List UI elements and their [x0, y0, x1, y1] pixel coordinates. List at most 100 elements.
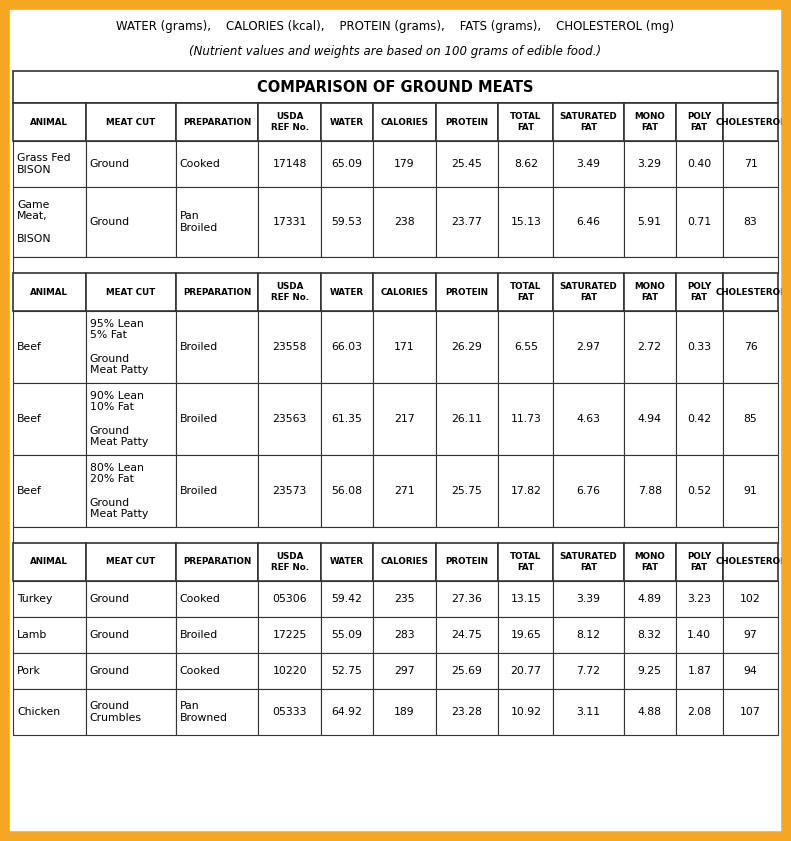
Bar [321, 543, 373, 581]
Text: 107: 107 [740, 707, 761, 717]
Bar [436, 187, 498, 257]
Bar [85, 383, 176, 455]
Text: Chicken: Chicken [17, 707, 60, 717]
Bar [373, 187, 436, 257]
Text: 217: 217 [394, 414, 414, 424]
Bar [321, 653, 373, 689]
Bar [723, 653, 778, 689]
Text: 23573: 23573 [272, 486, 307, 496]
Bar [13, 653, 85, 689]
Bar [373, 383, 436, 455]
Bar [623, 383, 676, 455]
Bar [176, 581, 259, 617]
Bar [723, 581, 778, 617]
Text: SATURATED
FAT: SATURATED FAT [559, 113, 617, 132]
Text: 1.87: 1.87 [687, 666, 711, 676]
Text: Ground: Ground [89, 630, 130, 640]
Text: 25.75: 25.75 [452, 486, 483, 496]
Bar [13, 527, 778, 543]
Bar [85, 543, 176, 581]
Bar [723, 383, 778, 455]
Text: Turkey: Turkey [17, 594, 52, 604]
Text: 3.23: 3.23 [687, 594, 711, 604]
Bar [498, 543, 554, 581]
Text: 59.42: 59.42 [331, 594, 362, 604]
Bar [623, 455, 676, 527]
Bar [259, 617, 321, 653]
Bar [259, 141, 321, 187]
Text: 23563: 23563 [272, 414, 307, 424]
Text: CHOLESTEROL: CHOLESTEROL [715, 558, 785, 567]
Bar [723, 273, 778, 311]
Bar [13, 689, 85, 735]
Text: 23558: 23558 [272, 342, 307, 352]
Text: 8.62: 8.62 [514, 159, 538, 169]
Text: 6.55: 6.55 [514, 342, 538, 352]
Bar [676, 383, 723, 455]
Text: ANIMAL: ANIMAL [30, 558, 68, 567]
Text: PREPARATION: PREPARATION [183, 288, 252, 297]
Bar [723, 617, 778, 653]
Text: 26.11: 26.11 [452, 414, 483, 424]
Text: 85: 85 [744, 414, 757, 424]
Text: 8.32: 8.32 [638, 630, 661, 640]
Bar [13, 273, 85, 311]
Bar [176, 103, 259, 141]
Text: WATER: WATER [330, 118, 364, 126]
Text: Lamb: Lamb [17, 630, 47, 640]
Bar [321, 187, 373, 257]
Text: 15.13: 15.13 [510, 217, 541, 227]
Text: 24.75: 24.75 [452, 630, 483, 640]
Bar [321, 383, 373, 455]
Bar [723, 141, 778, 187]
Bar [676, 273, 723, 311]
Bar [13, 311, 85, 383]
Text: ANIMAL: ANIMAL [30, 288, 68, 297]
Bar [259, 543, 321, 581]
Text: POLY
FAT: POLY FAT [687, 113, 711, 132]
Bar [498, 103, 554, 141]
Bar [13, 455, 85, 527]
Bar [554, 543, 623, 581]
Bar [554, 383, 623, 455]
Bar [321, 273, 373, 311]
Text: Ground: Ground [89, 594, 130, 604]
Text: WATER: WATER [330, 558, 364, 567]
Bar [13, 581, 85, 617]
Bar [723, 187, 778, 257]
Text: (Nutrient values and weights are based on 100 grams of edible food.): (Nutrient values and weights are based o… [189, 45, 601, 57]
Bar [554, 311, 623, 383]
Bar [321, 141, 373, 187]
Text: 4.89: 4.89 [638, 594, 661, 604]
Text: 80% Lean
20% Fat

Ground
Meat Patty: 80% Lean 20% Fat Ground Meat Patty [89, 463, 148, 519]
Text: 0.52: 0.52 [687, 486, 711, 496]
Text: 2.08: 2.08 [687, 707, 711, 717]
Text: USDA
REF No.: USDA REF No. [271, 113, 308, 132]
Text: 235: 235 [394, 594, 414, 604]
Bar [498, 617, 554, 653]
Bar [13, 543, 85, 581]
Bar [554, 455, 623, 527]
Text: 95% Lean
5% Fat

Ground
Meat Patty: 95% Lean 5% Fat Ground Meat Patty [89, 319, 148, 375]
Text: Cooked: Cooked [180, 666, 221, 676]
Bar [373, 273, 436, 311]
Text: MEAT CUT: MEAT CUT [106, 558, 155, 567]
Bar [373, 311, 436, 383]
Bar [498, 311, 554, 383]
Text: 3.11: 3.11 [577, 707, 600, 717]
Text: 6.76: 6.76 [577, 486, 600, 496]
Text: 3.49: 3.49 [577, 159, 600, 169]
Text: 05333: 05333 [272, 707, 307, 717]
Text: MONO
FAT: MONO FAT [634, 283, 665, 302]
Bar [554, 581, 623, 617]
Text: 55.09: 55.09 [331, 630, 362, 640]
Text: ANIMAL: ANIMAL [30, 118, 68, 126]
Text: SATURATED
FAT: SATURATED FAT [559, 553, 617, 572]
Text: TOTAL
FAT: TOTAL FAT [510, 553, 542, 572]
Text: WATER: WATER [330, 288, 364, 297]
Bar [13, 71, 778, 103]
Bar [623, 617, 676, 653]
Bar [176, 543, 259, 581]
Bar [554, 103, 623, 141]
Text: 17.82: 17.82 [510, 486, 541, 496]
